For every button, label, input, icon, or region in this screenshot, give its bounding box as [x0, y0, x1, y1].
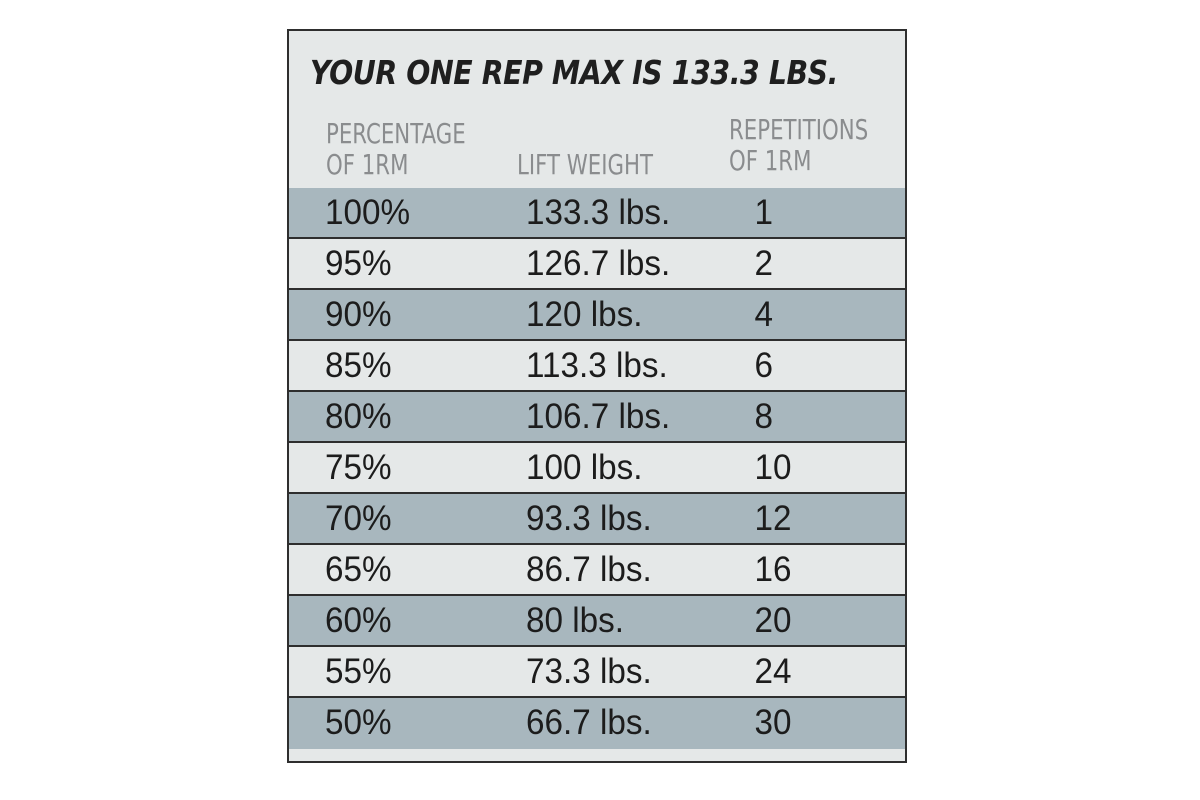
lift-weight-cell: 126.7 lbs.	[526, 244, 671, 283]
table-body: 100% 133.3 lbs. 1 95% 126.7 lbs. 2 90% 120 lbs.…	[289, 188, 905, 749]
percentage-cell: 85%	[325, 346, 392, 385]
lift-weight-cell: 86.7 lbs.	[526, 550, 652, 589]
lift-weight-cell: 66.7 lbs.	[526, 703, 652, 742]
table-row: 80% 106.7 lbs. 8	[289, 392, 905, 443]
percentage-cell: 70%	[325, 499, 392, 538]
lift-weight-cell: 120 lbs.	[526, 295, 643, 334]
table-title: YOUR ONE REP MAX IS 133.3 LBS.	[310, 53, 839, 92]
one-rep-max-table: YOUR ONE REP MAX IS 133.3 LBS. PERCENTAG…	[287, 29, 907, 763]
lift-weight-cell: 80 lbs.	[526, 601, 624, 640]
repetitions-value: 24	[754, 652, 792, 691]
lift-weight-cell: 113.3 lbs.	[526, 346, 668, 385]
lift-weight-cell: 73.3 lbs.	[526, 652, 652, 691]
column-header-lift-weight: LIFT WEIGHT	[517, 148, 654, 181]
lift-weight-cell: 106.7 lbs.	[526, 397, 671, 436]
repetitions-value: 30	[754, 703, 792, 742]
repetitions-value: 1	[754, 193, 773, 232]
percentage-cell: 75%	[325, 448, 392, 487]
repetitions-value: 4	[754, 295, 773, 334]
repetitions-value: 2	[754, 244, 773, 283]
percentage-cell: 100%	[325, 193, 411, 232]
column-header-repetitions: REPETITIONS OF 1RM	[729, 113, 869, 177]
table-row: 95% 126.7 lbs. 2	[289, 239, 905, 290]
table-row: 75% 100 lbs. 10	[289, 443, 905, 494]
repetitions-value: 8	[754, 397, 773, 436]
percentage-cell: 65%	[325, 550, 392, 589]
table-row: 65% 86.7 lbs. 16	[289, 545, 905, 596]
repetitions-value: 16	[754, 550, 792, 589]
table-row: 85% 113.3 lbs. 6	[289, 341, 905, 392]
table-row: 50% 66.7 lbs. 30	[289, 698, 905, 749]
percentage-cell: 55%	[325, 652, 392, 691]
percentage-cell: 95%	[325, 244, 392, 283]
repetitions-value: 20	[754, 601, 792, 640]
table-row: 100% 133.3 lbs. 1	[289, 188, 905, 239]
table-row: 70% 93.3 lbs. 12	[289, 494, 905, 545]
lift-weight-cell: 100 lbs.	[526, 448, 643, 487]
percentage-cell: 50%	[325, 703, 392, 742]
table-row: 55% 73.3 lbs. 24	[289, 647, 905, 698]
lift-weight-cell: 93.3 lbs.	[526, 499, 652, 538]
table-row: 60% 80 lbs. 20	[289, 596, 905, 647]
table-header: YOUR ONE REP MAX IS 133.3 LBS. PERCENTAG…	[289, 31, 905, 190]
percentage-cell: 60%	[325, 601, 392, 640]
lift-weight-cell: 133.3 lbs.	[526, 193, 671, 232]
repetitions-value: 10	[754, 448, 792, 487]
column-header-percentage: PERCENTAGE OF 1RM	[326, 117, 466, 181]
repetitions-value: 6	[754, 346, 773, 385]
table-row: 90% 120 lbs. 4	[289, 290, 905, 341]
percentage-cell: 80%	[325, 397, 392, 436]
repetitions-value: 12	[754, 499, 792, 538]
percentage-cell: 90%	[325, 295, 392, 334]
